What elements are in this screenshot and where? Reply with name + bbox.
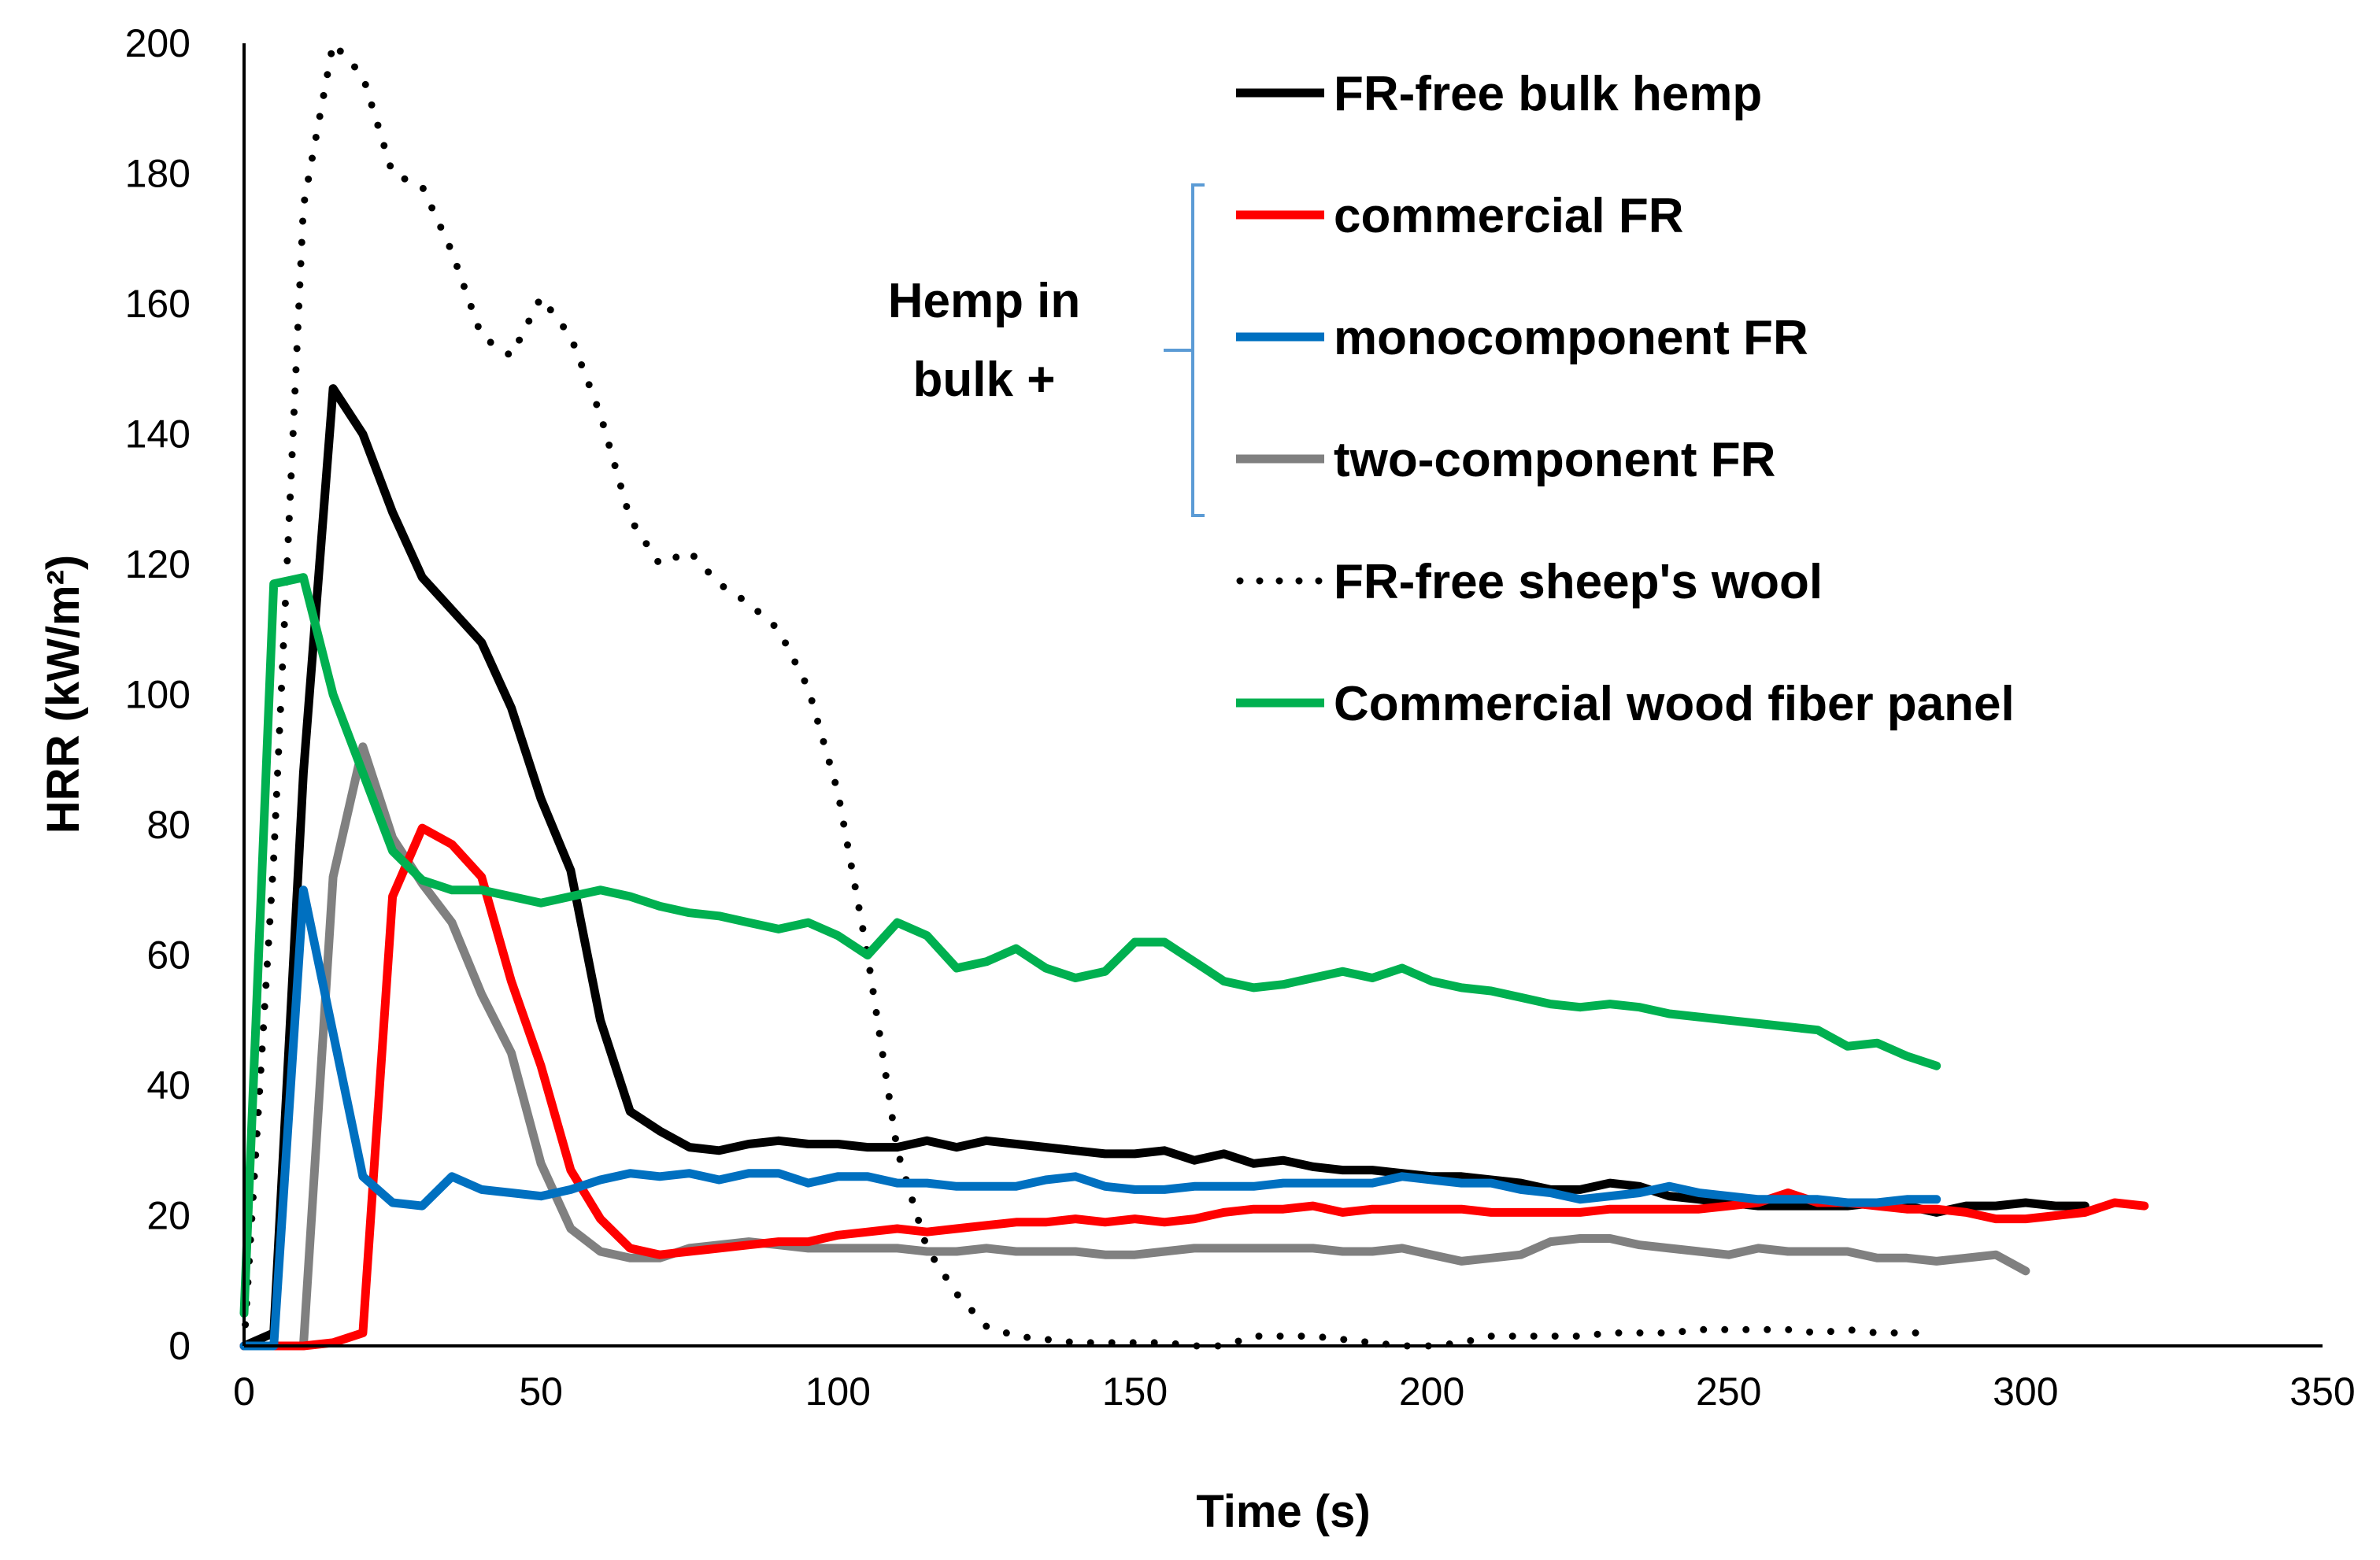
legend-label: Commercial wood fiber panel <box>1334 677 2015 731</box>
legend-label: monocomponent FR <box>1334 311 1808 365</box>
x-tick-label: 300 <box>1993 1370 2058 1414</box>
x-tick-label: 100 <box>805 1370 871 1414</box>
y-tick-label: 0 <box>168 1324 191 1368</box>
group-label-line-1: Hemp in <box>888 274 1081 328</box>
y-tick-label: 180 <box>125 152 191 196</box>
x-tick-label: 350 <box>2289 1370 2355 1414</box>
series-line-commercial-wood-fiber-panel <box>239 573 1941 1318</box>
series-line-commercial-fr <box>239 823 2149 1351</box>
x-axis-title: Time (s) <box>1196 1486 1370 1537</box>
x-tick-label: 0 <box>233 1370 255 1414</box>
axes <box>242 43 2323 1347</box>
legend-label: FR-free bulk hemp <box>1334 67 1762 121</box>
legend-group-bracket: Hemp in bulk + <box>888 183 1205 517</box>
legend: FR-free bulk hemp commercial FR monocompon… <box>1236 67 2015 731</box>
group-label-line-2: bulk + <box>913 353 1056 407</box>
y-tick-label: 80 <box>146 803 191 847</box>
legend-label: FR-free sheep's wool <box>1334 555 1823 609</box>
y-tick-label: 100 <box>125 673 191 717</box>
tick-labels: 0 20 40 60 80 100 120 140 160 180 200 0 50 100 150 200 2… <box>125 21 2356 1414</box>
y-tick-label: 120 <box>125 542 191 586</box>
x-tick-label: 250 <box>1696 1370 1761 1414</box>
y-tick-label: 20 <box>146 1194 191 1238</box>
x-tick-label: 200 <box>1399 1370 1464 1414</box>
y-tick-label: 40 <box>146 1063 191 1107</box>
bracket-path <box>1164 183 1205 517</box>
x-tick-label: 50 <box>519 1370 563 1414</box>
series-line-fr-free-bulk-hemp <box>239 384 2089 1351</box>
y-axis-title: HRR (kW/m²) <box>38 555 89 834</box>
y-tick-label: 200 <box>125 21 191 65</box>
series-layer <box>239 39 2149 1351</box>
y-tick-label: 140 <box>125 412 191 457</box>
y-tick-label: 160 <box>125 282 191 326</box>
x-tick-label: 150 <box>1102 1370 1168 1414</box>
legend-label: two-component FR <box>1334 433 1775 487</box>
legend-label: commercial FR <box>1334 189 1684 243</box>
y-tick-label: 60 <box>146 933 191 978</box>
series-line-two-component-fr <box>239 742 2030 1351</box>
series-line-fr-free-sheep-s-wool <box>240 39 1941 1350</box>
series-line-monocomponent-fr <box>239 885 1941 1351</box>
